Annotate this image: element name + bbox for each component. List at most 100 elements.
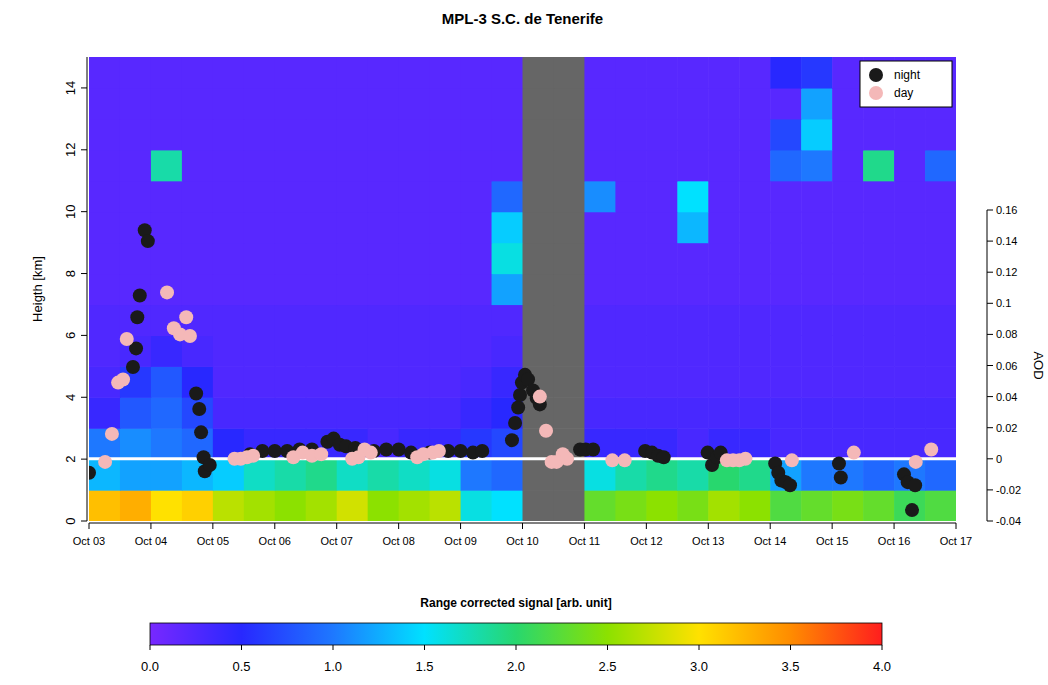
signal-cell (430, 88, 462, 120)
chart: MPL-3 S.C. de TenerifeOct 03Oct 04Oct 05… (0, 0, 1048, 685)
signal-cell (399, 335, 431, 367)
signal-cell (461, 119, 493, 151)
signal-cell (770, 243, 802, 275)
signal-cell (306, 57, 338, 89)
signal-cell (894, 397, 926, 429)
signal-cell (368, 490, 400, 521)
signal-cell (492, 212, 524, 244)
signal-cell (244, 490, 276, 521)
signal-cell (337, 150, 369, 182)
signal-cell (770, 57, 802, 89)
signal-cell (151, 428, 183, 460)
signal-cell (739, 150, 771, 182)
point-night (268, 444, 282, 458)
signal-cell (244, 274, 276, 306)
y-tick-label: 10 (63, 204, 78, 218)
signal-cell (337, 304, 369, 336)
signal-cell (368, 459, 400, 491)
y-tick-label: 8 (63, 270, 78, 277)
y2-tick-label: 0.06 (996, 360, 1017, 372)
point-day (179, 310, 193, 324)
signal-cell (770, 150, 802, 182)
signal-cell (925, 428, 956, 460)
no-data-cell (523, 274, 555, 306)
signal-cell (677, 88, 709, 120)
signal-cell (306, 88, 338, 120)
signal-cell (399, 57, 431, 89)
x-tick (956, 523, 957, 529)
signal-cell (584, 57, 616, 89)
signal-cell (770, 88, 802, 120)
y2-tick-label: 0.04 (996, 391, 1017, 403)
point-day (314, 447, 328, 461)
no-data-cell (553, 304, 585, 336)
signal-cell (801, 88, 833, 120)
colorbar-tick-label: 1.5 (415, 659, 433, 674)
signal-cell (306, 459, 338, 491)
no-data-cell (523, 243, 555, 275)
signal-cell (182, 119, 214, 151)
signal-cell (244, 88, 276, 120)
point-night (832, 456, 846, 470)
signal-cell (801, 397, 833, 429)
signal-cell (677, 490, 709, 521)
y-axis-line (87, 57, 88, 521)
signal-cell (461, 57, 493, 89)
signal-cell (770, 428, 802, 460)
signal-cell (925, 459, 956, 491)
signal-cell (306, 335, 338, 367)
signal-cell (646, 88, 678, 120)
signal-cell (770, 119, 802, 151)
signal-cell (399, 397, 431, 429)
signal-cell (801, 459, 833, 491)
signal-cell (275, 57, 307, 89)
signal-cell (368, 57, 400, 89)
x-tick (150, 523, 151, 529)
no-data-cell (553, 490, 585, 521)
signal-cell (615, 304, 647, 336)
signal-cell (337, 212, 369, 244)
signal-cell (925, 490, 956, 521)
signal-cell (461, 366, 493, 398)
signal-cell (770, 212, 802, 244)
signal-cell (739, 57, 771, 89)
signal-cell (832, 397, 864, 429)
signal-cell (399, 88, 431, 120)
signal-cell (677, 366, 709, 398)
signal-cell (801, 304, 833, 336)
signal-cell (863, 366, 895, 398)
signal-cell (863, 459, 895, 491)
signal-cell (615, 335, 647, 367)
x-tick-label: Oct 11 (569, 535, 601, 547)
signal-cell (615, 490, 647, 521)
no-data-cell (523, 150, 555, 182)
no-data-cell (553, 150, 585, 182)
signal-cell (708, 88, 740, 120)
signal-cell (739, 181, 771, 213)
signal-cell (801, 274, 833, 306)
y-tick-label: 0 (63, 517, 78, 524)
signal-cell (244, 366, 276, 398)
signal-cell (151, 150, 183, 182)
point-night (141, 234, 155, 248)
x-tick (212, 523, 213, 529)
signal-cell (894, 304, 926, 336)
signal-cell (677, 397, 709, 429)
signal-cell (244, 150, 276, 182)
signal-cell (832, 150, 864, 182)
signal-cell (584, 88, 616, 120)
y-tick (81, 459, 87, 460)
x-tick-label: Oct 07 (321, 535, 353, 547)
signal-cell (399, 304, 431, 336)
signal-cell (182, 243, 214, 275)
signal-cell (213, 181, 245, 213)
signal-cell (615, 150, 647, 182)
colorbar-tick-label: 0.5 (232, 659, 250, 674)
signal-cell (244, 335, 276, 367)
signal-cell (677, 181, 709, 213)
signal-cell (584, 366, 616, 398)
signal-cell (863, 274, 895, 306)
signal-cell (306, 212, 338, 244)
y-tick (81, 397, 87, 398)
colorbar-tick (333, 645, 334, 650)
